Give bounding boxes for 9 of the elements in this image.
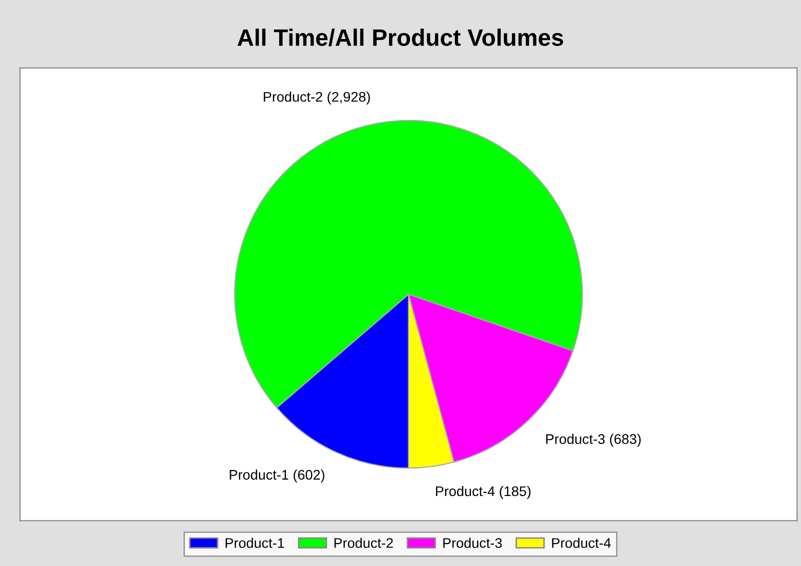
chart-title: All Time/All Product Volumes [238, 28, 564, 46]
category-label: Product-4 (185) [436, 486, 530, 499]
category-label: Product-3 (683) [546, 434, 641, 447]
legend-label: Product-1 [226, 538, 284, 548]
legend-label: Product-4 [552, 538, 611, 548]
category-label: Product-2 (2,928) [264, 92, 370, 105]
legend-label: Product-2 [334, 538, 393, 548]
legend-label: Product-3 [443, 538, 502, 548]
category-label: Product-1 (602) [230, 470, 324, 482]
